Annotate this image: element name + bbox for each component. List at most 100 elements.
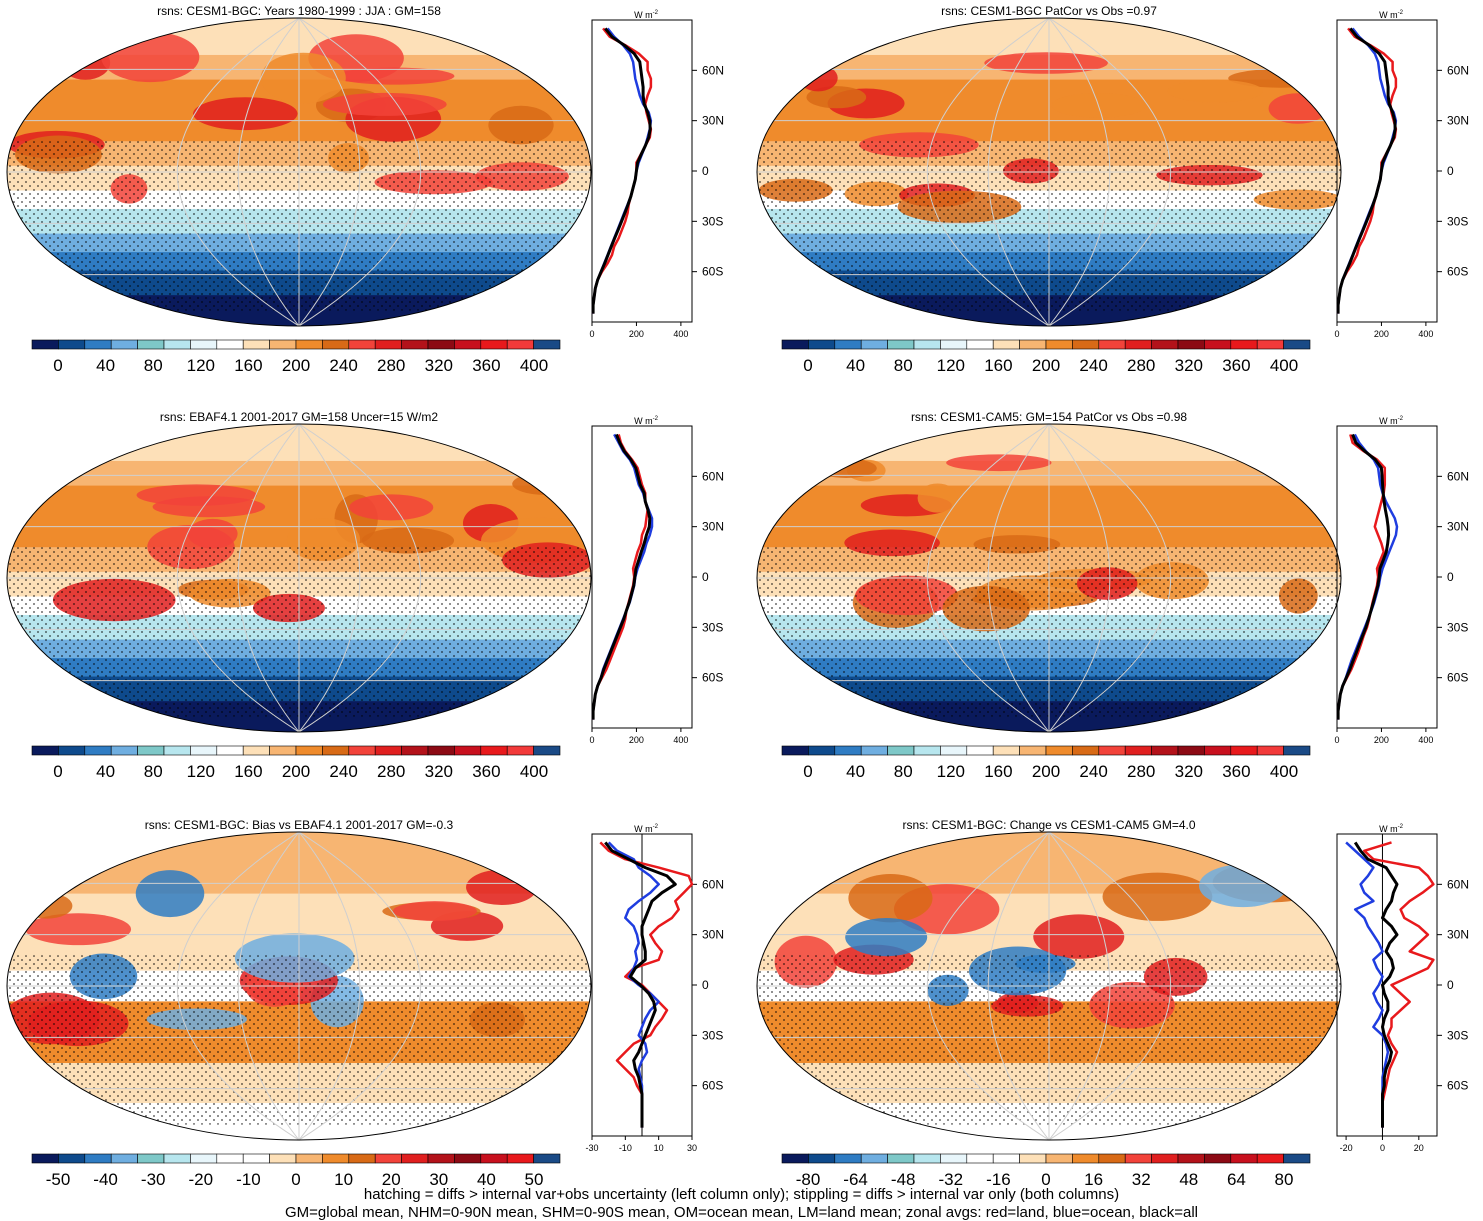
zonal-profile: W m-2 60N 30N 0 30S 60S 0 200 400: [1334, 416, 1469, 745]
lat-label: 60S: [1447, 1079, 1468, 1093]
lat-label: 30S: [1447, 214, 1468, 228]
colorbar-box: [454, 339, 482, 350]
colorbar-box: [348, 1153, 376, 1164]
series-line-land: [599, 841, 694, 1128]
colorbar-tick-label: 120: [187, 762, 215, 781]
colorbar-box: [1204, 1153, 1232, 1164]
colorbar-tick-label: 50: [525, 1170, 544, 1189]
series-line-ocean: [1345, 841, 1390, 1128]
colorbar-box: [834, 745, 862, 756]
colorbar-box: [242, 1153, 270, 1164]
colorbar-tick-label: 48: [1179, 1170, 1198, 1189]
colorbar-box: [454, 1153, 482, 1164]
colorbar-box: [1019, 745, 1047, 756]
colorbar-tick-label: 16: [1084, 1170, 1103, 1189]
colorbar-box: [480, 339, 508, 350]
x-tick-label: 200: [629, 735, 644, 745]
colorbar-tick-label: 360: [1222, 762, 1250, 781]
colorbar-tick-label: 280: [1127, 762, 1155, 781]
colorbar-tick-label: 320: [425, 356, 453, 375]
lat-label: 0: [702, 164, 709, 178]
colorbar-box: [966, 1153, 994, 1164]
x-tick-label: 200: [1374, 329, 1389, 339]
x-tick-label: 10: [654, 1143, 664, 1153]
lat-label: 60N: [1447, 877, 1469, 891]
unit-label: W m-2: [1379, 416, 1403, 426]
lat-label: 0: [702, 570, 709, 584]
colorbar: -50 -40 -30 -20 -10 0 10 20 30 40 50: [31, 1153, 561, 1189]
colorbar-tick-label: 160: [984, 762, 1012, 781]
lat-label: 0: [702, 978, 709, 992]
colorbar-box: [966, 339, 994, 350]
colorbar-box: [808, 745, 836, 756]
colorbar-tick-label: 0: [803, 762, 812, 781]
colorbar-box: [1256, 339, 1284, 350]
colorbar-box: [1124, 339, 1152, 350]
colorbar-tick-label: 30: [429, 1170, 448, 1189]
colorbar-box: [506, 745, 534, 756]
x-tick-label: -10: [619, 1143, 632, 1153]
lat-label: 30N: [1447, 114, 1469, 128]
zonal-profile: W m-2 60N 30N 0 30S 60S 0 200 400: [589, 416, 724, 745]
colorbar-box: [1151, 1153, 1179, 1164]
colorbar-box: [1045, 745, 1073, 756]
colorbar-box: [84, 745, 112, 756]
colorbar-tick-label: 0: [291, 1170, 300, 1189]
colorbar-box: [58, 745, 86, 756]
colorbar-tick-label: 80: [1275, 1170, 1294, 1189]
colorbar-tick-label: 40: [96, 356, 115, 375]
colorbar-box: [401, 745, 429, 756]
lat-label: 30S: [1447, 1028, 1468, 1042]
colorbar-tick-label: -30: [141, 1170, 166, 1189]
world-map: [756, 423, 1342, 733]
series-line-all: [1336, 433, 1391, 720]
lat-label: 30N: [1447, 928, 1469, 942]
world-map: [756, 17, 1342, 327]
lat-label: 60S: [1447, 265, 1468, 279]
colorbar-box: [1230, 1153, 1258, 1164]
unit-label: W m-2: [1379, 824, 1403, 834]
series-line-land: [1363, 841, 1435, 1128]
colorbar-box: [31, 1153, 59, 1164]
colorbar-tick-label: 160: [984, 356, 1012, 375]
colorbar: 0 40 80 120 160 200 240 280 320 360 400: [781, 745, 1311, 781]
colorbar-tick-label: 360: [472, 356, 500, 375]
colorbar-tick-label: 80: [144, 762, 163, 781]
lat-label: 60N: [702, 63, 724, 77]
lat-label: 30N: [1447, 520, 1469, 534]
x-tick-label: 400: [1418, 329, 1433, 339]
colorbar-box: [480, 1153, 508, 1164]
lat-label: 60S: [702, 1079, 723, 1093]
colorbar-box: [940, 1153, 968, 1164]
colorbar-box: [58, 1153, 86, 1164]
colorbar-box: [1098, 339, 1126, 350]
panel-title: rsns: CESM1-CAM5: GM=154 PatCor vs Obs =…: [910, 410, 1188, 424]
series-line-all: [1353, 841, 1399, 1128]
colorbar-box: [1045, 1153, 1073, 1164]
colorbar-box: [163, 745, 191, 756]
colorbar-tick-label: 64: [1227, 1170, 1246, 1189]
x-tick-label: 20: [1414, 1143, 1424, 1153]
colorbar-box: [1256, 1153, 1284, 1164]
colorbar-box: [1124, 1153, 1152, 1164]
world-map: [756, 831, 1342, 1141]
x-tick-label: -20: [1340, 1143, 1353, 1153]
colorbar-tick-label: 240: [329, 762, 357, 781]
colorbar-tick-label: 40: [846, 356, 865, 375]
lat-label: 30N: [702, 928, 724, 942]
colorbar-box: [913, 745, 941, 756]
colorbar-box: [834, 339, 862, 350]
colorbar-box: [1072, 1153, 1100, 1164]
colorbar-box: [1283, 339, 1311, 350]
unit-label: W m-2: [634, 10, 658, 20]
lat-label: 60S: [1447, 671, 1468, 685]
colorbar-tick-label: 160: [234, 762, 262, 781]
colorbar-box: [110, 339, 138, 350]
colorbar-box: [401, 1153, 429, 1164]
colorbar-box: [1283, 1153, 1311, 1164]
profile-frame: [1336, 425, 1438, 729]
colorbar-tick-label: 280: [377, 356, 405, 375]
colorbar-tick-label: 400: [1270, 356, 1298, 375]
x-tick-label: 0: [1334, 735, 1339, 745]
colorbar-tick-label: 280: [1127, 356, 1155, 375]
